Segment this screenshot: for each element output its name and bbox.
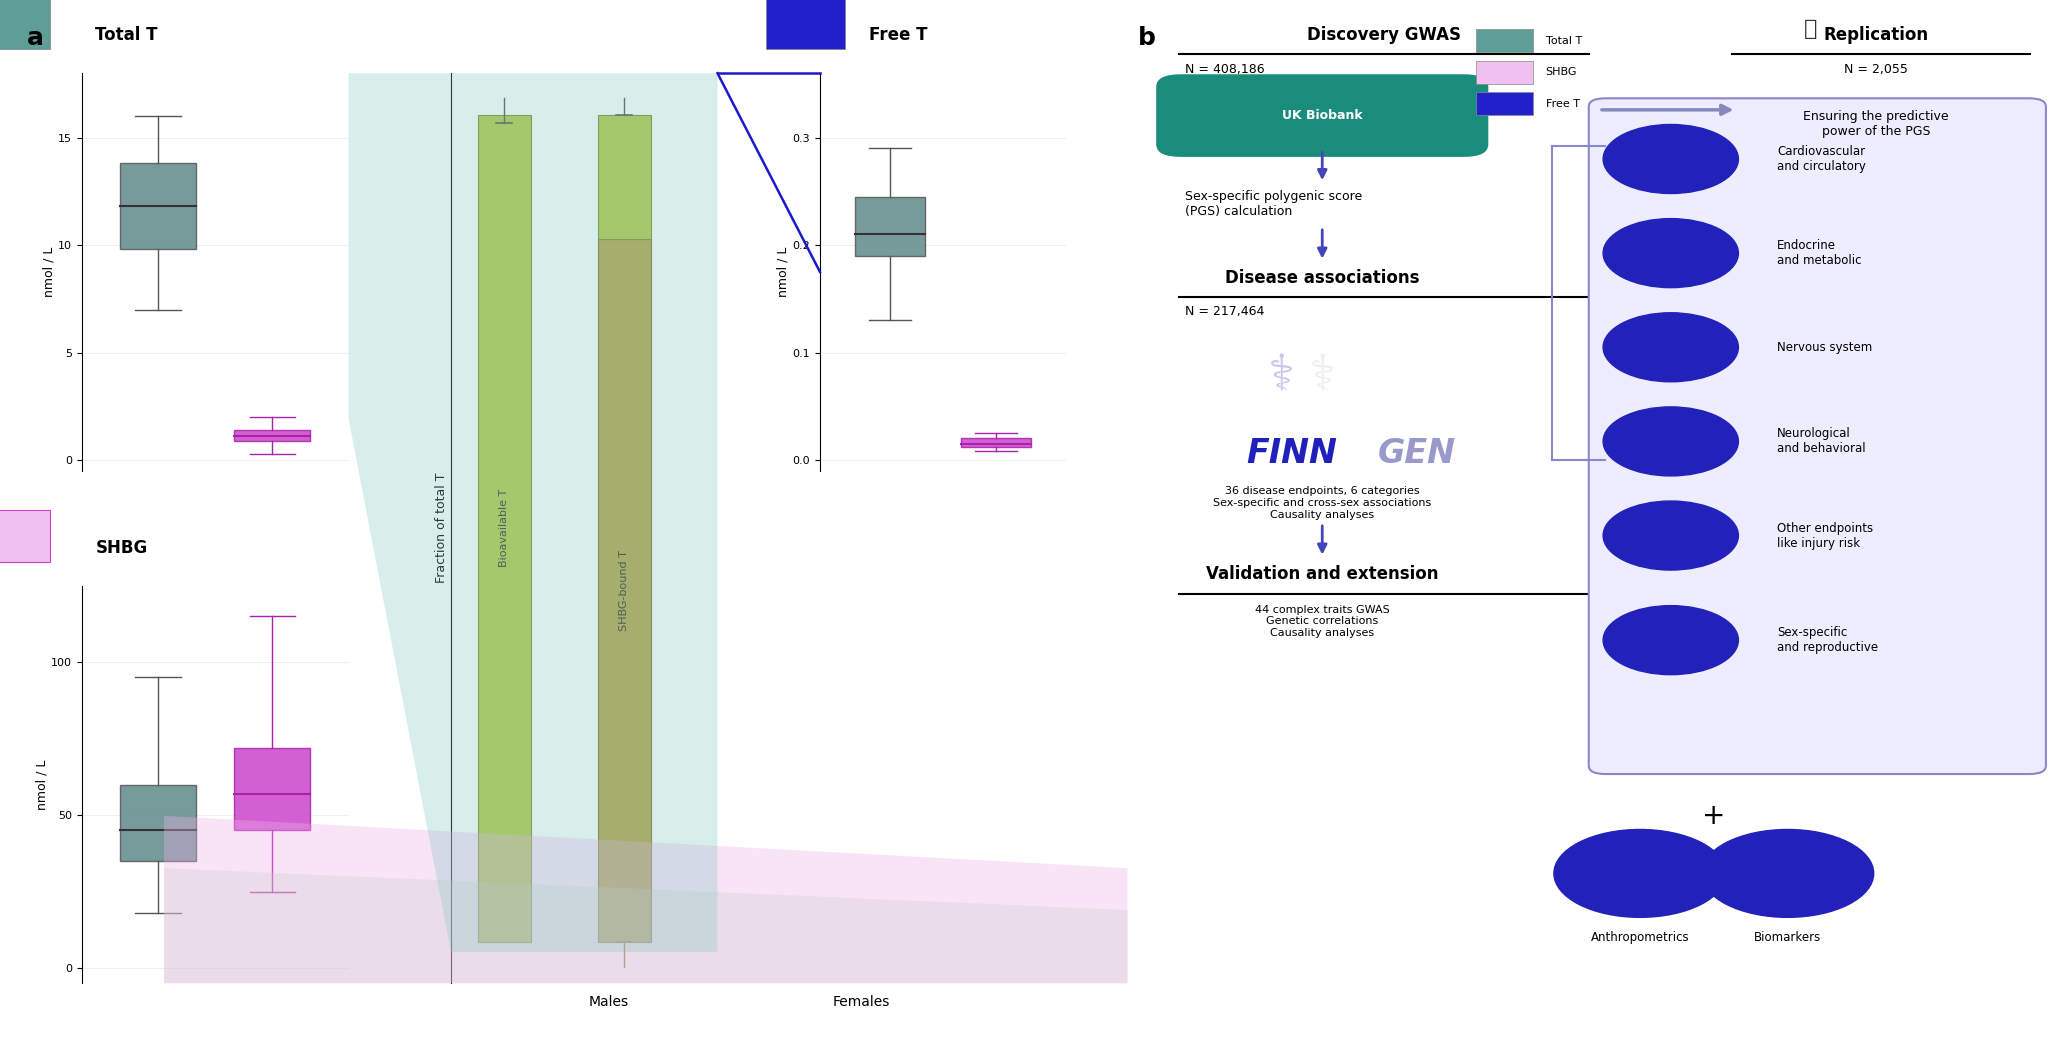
Text: b: b: [1138, 26, 1156, 50]
Y-axis label: nmol / L: nmol / L: [35, 759, 49, 810]
Bar: [0, 510, 49, 562]
Text: Endocrine
and metabolic: Endocrine and metabolic: [1777, 240, 1861, 267]
Text: Cardiovascular
and circulatory: Cardiovascular and circulatory: [1777, 145, 1866, 173]
Text: SHBG: SHBG: [94, 539, 148, 558]
Bar: [599, 238, 652, 941]
Text: Ensuring the predictive
power of the PGS: Ensuring the predictive power of the PGS: [1802, 110, 1950, 138]
Text: Other endpoints
like injury risk: Other endpoints like injury risk: [1777, 522, 1874, 549]
Text: Total T: Total T: [1546, 36, 1583, 46]
Circle shape: [1603, 219, 1738, 288]
Text: 👋: 👋: [1804, 19, 1816, 40]
Circle shape: [1554, 829, 1726, 917]
Bar: [1476, 61, 1533, 84]
Text: Neurological
and behavioral: Neurological and behavioral: [1777, 428, 1866, 455]
FancyBboxPatch shape: [1589, 98, 2046, 774]
Text: N = 217,464: N = 217,464: [1185, 305, 1265, 318]
Bar: [1476, 92, 1533, 115]
Text: Disease associations: Disease associations: [1226, 269, 1419, 287]
Y-axis label: nmol / L: nmol / L: [43, 247, 55, 297]
Bar: [121, 163, 197, 249]
Text: N = 2,055: N = 2,055: [1843, 63, 1909, 75]
Bar: [234, 748, 310, 831]
Text: SHBG-bound T: SHBG-bound T: [619, 550, 629, 631]
Text: ⚕: ⚕: [1267, 353, 1296, 401]
Text: SHBG: SHBG: [1546, 67, 1576, 77]
Text: N = 408,186: N = 408,186: [1185, 63, 1265, 75]
FancyBboxPatch shape: [1156, 74, 1488, 157]
Polygon shape: [164, 816, 1128, 983]
Text: Biomarkers: Biomarkers: [1755, 931, 1820, 943]
Text: Bioavailable T: Bioavailable T: [500, 490, 508, 567]
Bar: [599, 115, 652, 238]
Bar: [767, 0, 845, 49]
Text: 44 complex traits GWAS
Genetic correlations
Causality analyses: 44 complex traits GWAS Genetic correlati…: [1255, 605, 1390, 638]
Circle shape: [1603, 407, 1738, 476]
Text: 36 disease endpoints, 6 categories
Sex-specific and cross-sex associations
Causa: 36 disease endpoints, 6 categories Sex-s…: [1214, 486, 1431, 520]
Circle shape: [1702, 829, 1874, 917]
Text: FINN: FINN: [1246, 437, 1337, 471]
Text: Females: Females: [832, 996, 890, 1009]
Text: Sex-specific polygenic score
(PGS) calculation: Sex-specific polygenic score (PGS) calcu…: [1185, 190, 1361, 219]
Circle shape: [1603, 124, 1738, 194]
Text: Validation and extension: Validation and extension: [1205, 565, 1439, 583]
Bar: [961, 438, 1031, 447]
Bar: [478, 115, 531, 941]
Text: Free T: Free T: [1546, 98, 1581, 109]
Text: GEN: GEN: [1378, 437, 1456, 471]
Text: Free T: Free T: [869, 26, 929, 45]
Text: Anthropometrics: Anthropometrics: [1591, 931, 1689, 943]
Y-axis label: Fraction of total T: Fraction of total T: [435, 473, 449, 584]
Polygon shape: [348, 73, 718, 952]
Bar: [234, 430, 310, 440]
Text: Replication: Replication: [1822, 26, 1929, 44]
Text: Males: Males: [588, 996, 629, 1009]
Text: Nervous system: Nervous system: [1777, 341, 1872, 354]
Text: UK Biobank: UK Biobank: [1281, 109, 1363, 121]
Bar: [1476, 29, 1533, 52]
Text: a: a: [27, 26, 43, 50]
Bar: [121, 784, 197, 861]
Polygon shape: [164, 868, 1128, 983]
Text: Sex-specific
and reproductive: Sex-specific and reproductive: [1777, 627, 1878, 654]
Circle shape: [1603, 501, 1738, 570]
Text: Total T: Total T: [94, 26, 158, 45]
Text: +: +: [1702, 802, 1726, 829]
Bar: [0, 0, 49, 49]
Circle shape: [1603, 606, 1738, 675]
Y-axis label: nmol / L: nmol / L: [777, 247, 789, 297]
Text: Discovery GWAS: Discovery GWAS: [1306, 26, 1462, 44]
Bar: [855, 197, 925, 256]
Circle shape: [1603, 313, 1738, 382]
Text: ⚕: ⚕: [1308, 353, 1337, 401]
